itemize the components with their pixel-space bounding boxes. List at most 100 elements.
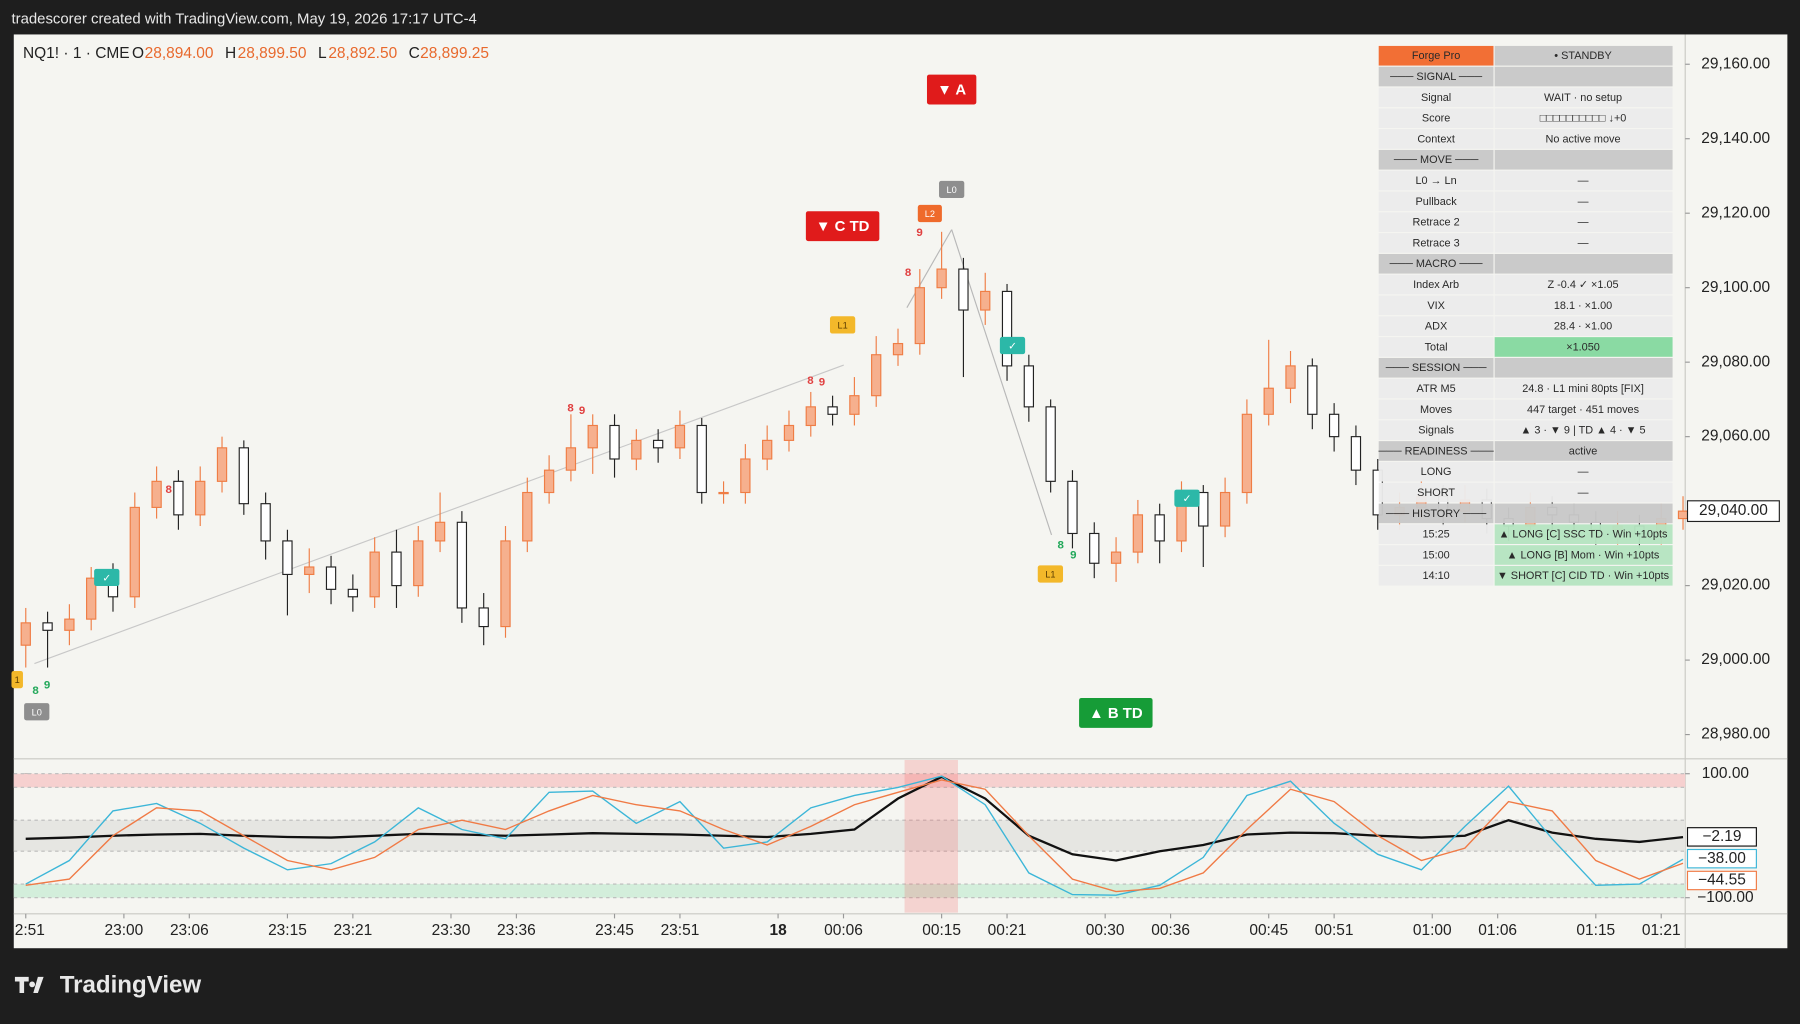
table-cell bbox=[1378, 149, 1494, 170]
legend-key: H bbox=[225, 45, 236, 62]
table-label: 15:00 bbox=[1422, 549, 1449, 561]
candle-body bbox=[1307, 365, 1318, 415]
candle-body bbox=[958, 268, 969, 311]
table-label: ─── SIGNAL ─── bbox=[1389, 71, 1482, 83]
legend-value: 28,892.50 bbox=[328, 45, 397, 62]
candle-body bbox=[282, 540, 293, 576]
y-tick-label: 100.00 bbox=[1702, 765, 1749, 782]
table-cell bbox=[1378, 545, 1494, 565]
last-value-label: −38.00 bbox=[1698, 850, 1746, 867]
candle-body bbox=[1677, 510, 1689, 520]
table-value: — bbox=[1578, 217, 1589, 229]
candle-body bbox=[1089, 532, 1100, 564]
table-cell bbox=[1378, 129, 1494, 149]
candle-body bbox=[64, 618, 75, 631]
table-cell bbox=[1494, 45, 1673, 66]
table-cell bbox=[1378, 295, 1494, 316]
x-tick-label: 23:36 bbox=[497, 922, 536, 939]
table-value: — bbox=[1578, 487, 1589, 499]
x-tick-label: 01:00 bbox=[1413, 922, 1452, 939]
table-label: Moves bbox=[1420, 404, 1453, 416]
y-tick-label: 29,000.00 bbox=[1701, 651, 1770, 668]
candle-body bbox=[892, 342, 904, 356]
table-cell bbox=[1378, 170, 1494, 191]
td-count: 8 bbox=[905, 267, 912, 279]
signal-label: ▲ B TD bbox=[1089, 705, 1143, 722]
table-cell bbox=[1494, 399, 1673, 420]
table-value: WAIT · no setup bbox=[1544, 92, 1622, 104]
td-count: 8 bbox=[567, 403, 574, 415]
candle-body bbox=[543, 469, 555, 494]
table-cell bbox=[1378, 191, 1494, 212]
last-value-box bbox=[1686, 848, 1757, 869]
table-value: 447 target · 451 moves bbox=[1527, 404, 1640, 416]
table-label: Total bbox=[1425, 341, 1448, 353]
signal-box bbox=[805, 211, 880, 242]
x-tick-label: 23:06 bbox=[170, 922, 209, 939]
osc-line bbox=[25, 775, 1684, 862]
candle-body bbox=[1263, 387, 1274, 415]
y-tick-label: 29,160.00 bbox=[1701, 55, 1770, 72]
table-label: ─── MOVE ─── bbox=[1393, 154, 1479, 166]
candle-body bbox=[260, 503, 271, 542]
table-value: ×1.050 bbox=[1566, 341, 1600, 353]
header-text: tradescorer created with TradingView.com… bbox=[11, 10, 476, 27]
table-label: Score bbox=[1422, 113, 1450, 125]
candle-body bbox=[522, 491, 533, 542]
candle-body bbox=[696, 424, 707, 494]
table-cell bbox=[1494, 191, 1673, 212]
candle-body bbox=[1198, 491, 1209, 527]
candle-body bbox=[1241, 413, 1253, 494]
x-tick-label: 2:51 bbox=[15, 922, 45, 939]
table-cell bbox=[1494, 461, 1673, 482]
table-cell bbox=[1378, 524, 1494, 545]
x-tick-label: 23:30 bbox=[432, 922, 471, 939]
table-label: 15:25 bbox=[1422, 529, 1449, 541]
td-count: 9 bbox=[1070, 550, 1076, 562]
table-value: □□□□□□□□□□ ↓+0 bbox=[1540, 113, 1627, 125]
signal-label: L0 bbox=[947, 185, 957, 195]
table-cell bbox=[1494, 170, 1673, 191]
table-label: ─── READINESS ─── bbox=[1377, 445, 1494, 457]
legend-key: C bbox=[409, 45, 420, 62]
x-tick-label: 23:51 bbox=[661, 922, 700, 939]
candle-body bbox=[456, 521, 468, 609]
table-cell bbox=[1494, 274, 1673, 295]
legend-key: L bbox=[318, 45, 327, 62]
table-value: — bbox=[1578, 237, 1589, 249]
candle-body bbox=[871, 354, 882, 397]
candle-body bbox=[652, 439, 664, 449]
table-label: 14:10 bbox=[1422, 570, 1449, 582]
table-label: ATR M5 bbox=[1417, 383, 1456, 395]
signal-label: L0 bbox=[32, 707, 42, 717]
y-tick-label: 29,100.00 bbox=[1701, 279, 1770, 296]
signal-label: L2 bbox=[925, 209, 935, 219]
y-tick-label: −100.00 bbox=[1697, 889, 1753, 906]
table-value: — bbox=[1578, 196, 1589, 208]
x-tick-label: 23:45 bbox=[595, 922, 634, 939]
candle-body bbox=[805, 406, 816, 427]
candle-body bbox=[195, 480, 206, 516]
candle-body bbox=[500, 540, 511, 628]
table-label: SHORT bbox=[1417, 487, 1455, 499]
table-cell bbox=[1378, 378, 1494, 399]
table-label: Retrace 2 bbox=[1412, 217, 1459, 229]
x-tick-label: 23:21 bbox=[333, 922, 372, 939]
signal-label: ✓ bbox=[102, 573, 111, 584]
table-cell bbox=[1494, 295, 1673, 316]
y-tick-label: 28,980.00 bbox=[1701, 726, 1770, 743]
last-value-box bbox=[1686, 827, 1757, 847]
candle-body bbox=[762, 439, 773, 460]
signal-box bbox=[24, 703, 50, 721]
signal-box bbox=[1037, 565, 1064, 583]
table-cell bbox=[1378, 316, 1494, 336]
candle-body bbox=[718, 491, 729, 495]
highlight bbox=[904, 759, 958, 913]
last-price-label: 29,040.00 bbox=[1699, 502, 1768, 519]
x-tick-label: 00:06 bbox=[824, 922, 863, 939]
table-cell bbox=[1494, 503, 1673, 524]
table-label: LONG bbox=[1421, 466, 1452, 478]
x-tick-label: 00:21 bbox=[988, 922, 1027, 939]
table-value: • STANDBY bbox=[1554, 50, 1612, 62]
